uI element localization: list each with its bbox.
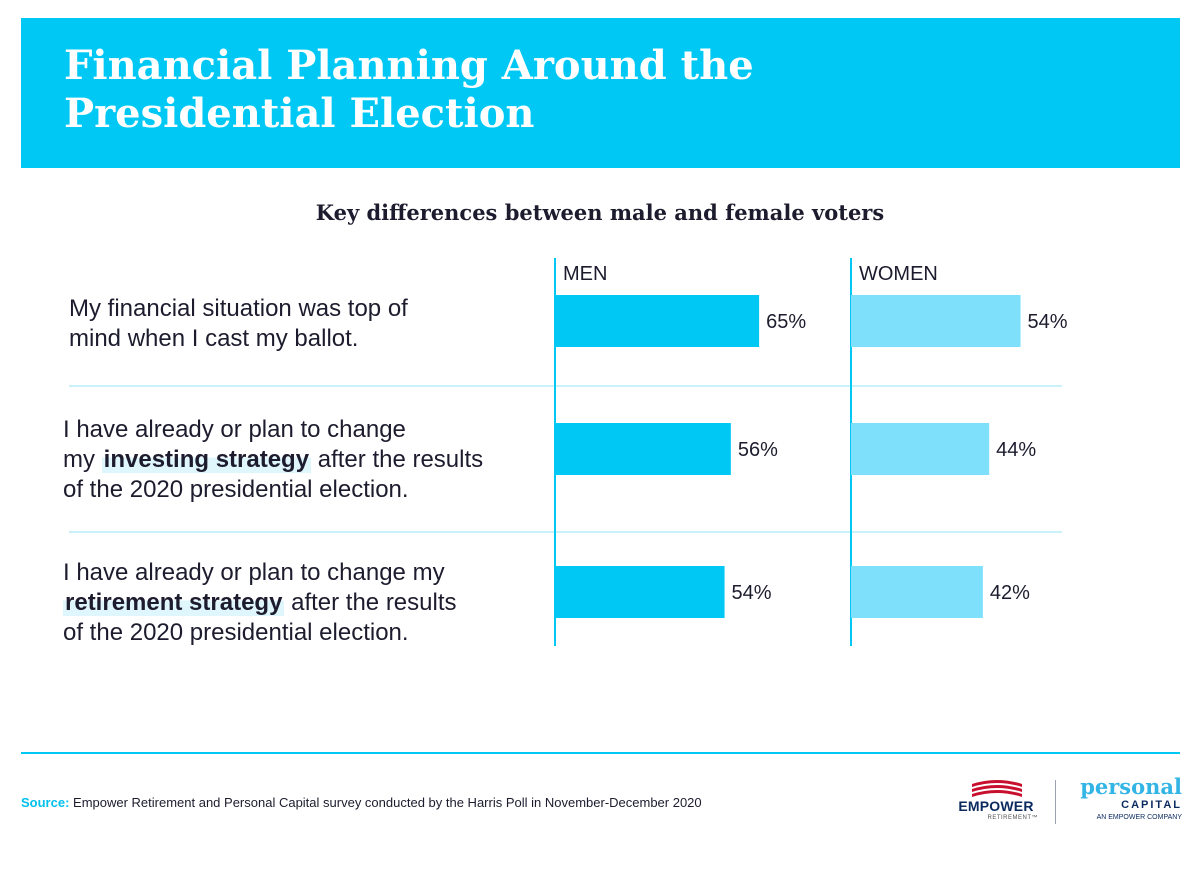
data-label-men-2: 56% [738,439,778,461]
capital-wordmark: CAPITAL [1121,799,1182,811]
question-2-line-3: of the 2020 presidential election. [63,476,409,503]
question-3-line-3: of the 2020 presidential election. [63,619,409,646]
question-1-line-2: mind when I cast my ballot. [69,325,359,352]
data-label-women-3: 42% [990,582,1030,604]
question-1: My financial situation was top of mind w… [69,294,408,354]
personal-wordmark: personal [1080,774,1182,799]
chart-subtitle: Key differences between male and female … [315,200,885,225]
question-3-line-2-post: after the results [284,589,457,616]
question-2-line-2-pre: my [63,446,102,473]
bar-men-3 [555,566,725,618]
question-1-line-1: My financial situation was top of [69,295,408,322]
page-title-line-1: Financial Planning Around the [64,42,754,89]
data-label-women-2: 44% [996,439,1036,461]
bar-women-1 [851,295,1021,347]
question-2-line-2: my investing strategy after the results [63,445,483,475]
empower-flag-icon [972,780,1022,797]
data-label-men-3: 54% [732,582,772,604]
bar-women-3 [851,566,983,618]
empower-subtext: RETIREMENT™ [987,815,1038,821]
data-label-women-1: 54% [1028,311,1068,333]
empower-company-tag: AN EMPOWER COMPANY [1096,814,1182,821]
source-note: Source: Empower Retirement and Personal … [21,795,702,810]
legend-women: WOMEN [859,263,938,285]
source-text: Empower Retirement and Personal Capital … [69,795,702,810]
question-2: I have already or plan to change my inve… [63,415,483,505]
footer-divider [21,752,1180,754]
empower-logo: EMPOWER RETIREMENT™ [952,778,1042,826]
source-label: Source: [21,795,70,810]
empower-wordmark: EMPOWER [958,798,1034,814]
bar-women-2 [851,423,990,475]
data-label-men-1: 65% [766,311,806,333]
page-title: Financial Planning Around the Presidenti… [64,42,754,138]
question-3: I have already or plan to change my reti… [63,558,457,648]
legend-men: MEN [563,263,607,285]
bar-men-1 [555,295,760,347]
header-banner: Financial Planning Around the Presidenti… [21,18,1180,168]
question-2-line-2-post: after the results [311,446,484,473]
bar-men-2 [555,423,731,475]
page-title-line-2: Presidential Election [64,90,535,137]
question-2-line-1: I have already or plan to change [63,416,406,443]
logo-divider [1055,780,1056,824]
question-3-line-1: I have already or plan to change my [63,559,445,586]
retirement-strategy-highlight: retirement strategy [63,589,285,616]
personal-capital-logo: personal CAPITAL AN EMPOWER COMPANY [1066,776,1182,826]
question-3-line-2: retirement strategy after the results [63,588,457,618]
investing-strategy-highlight: investing strategy [101,446,312,473]
